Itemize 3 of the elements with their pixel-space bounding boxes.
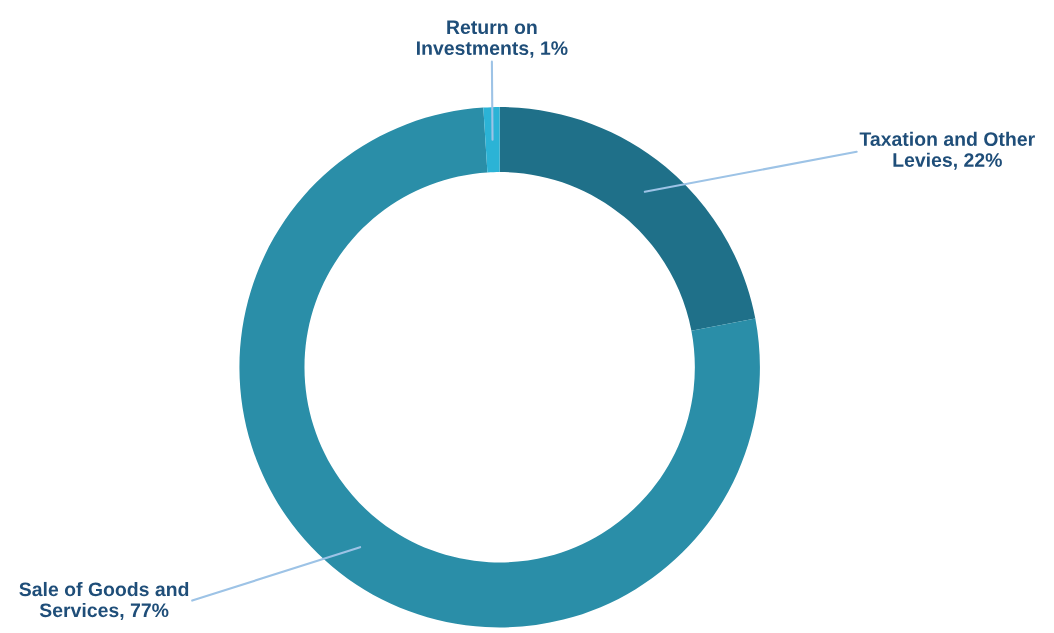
slice-label: Taxation and Other Levies, 22%: [859, 131, 1035, 170]
slice-label: Sale of Goods and Services, 77%: [19, 581, 189, 620]
slice-label: Return on Investments, 1%: [416, 20, 568, 58]
